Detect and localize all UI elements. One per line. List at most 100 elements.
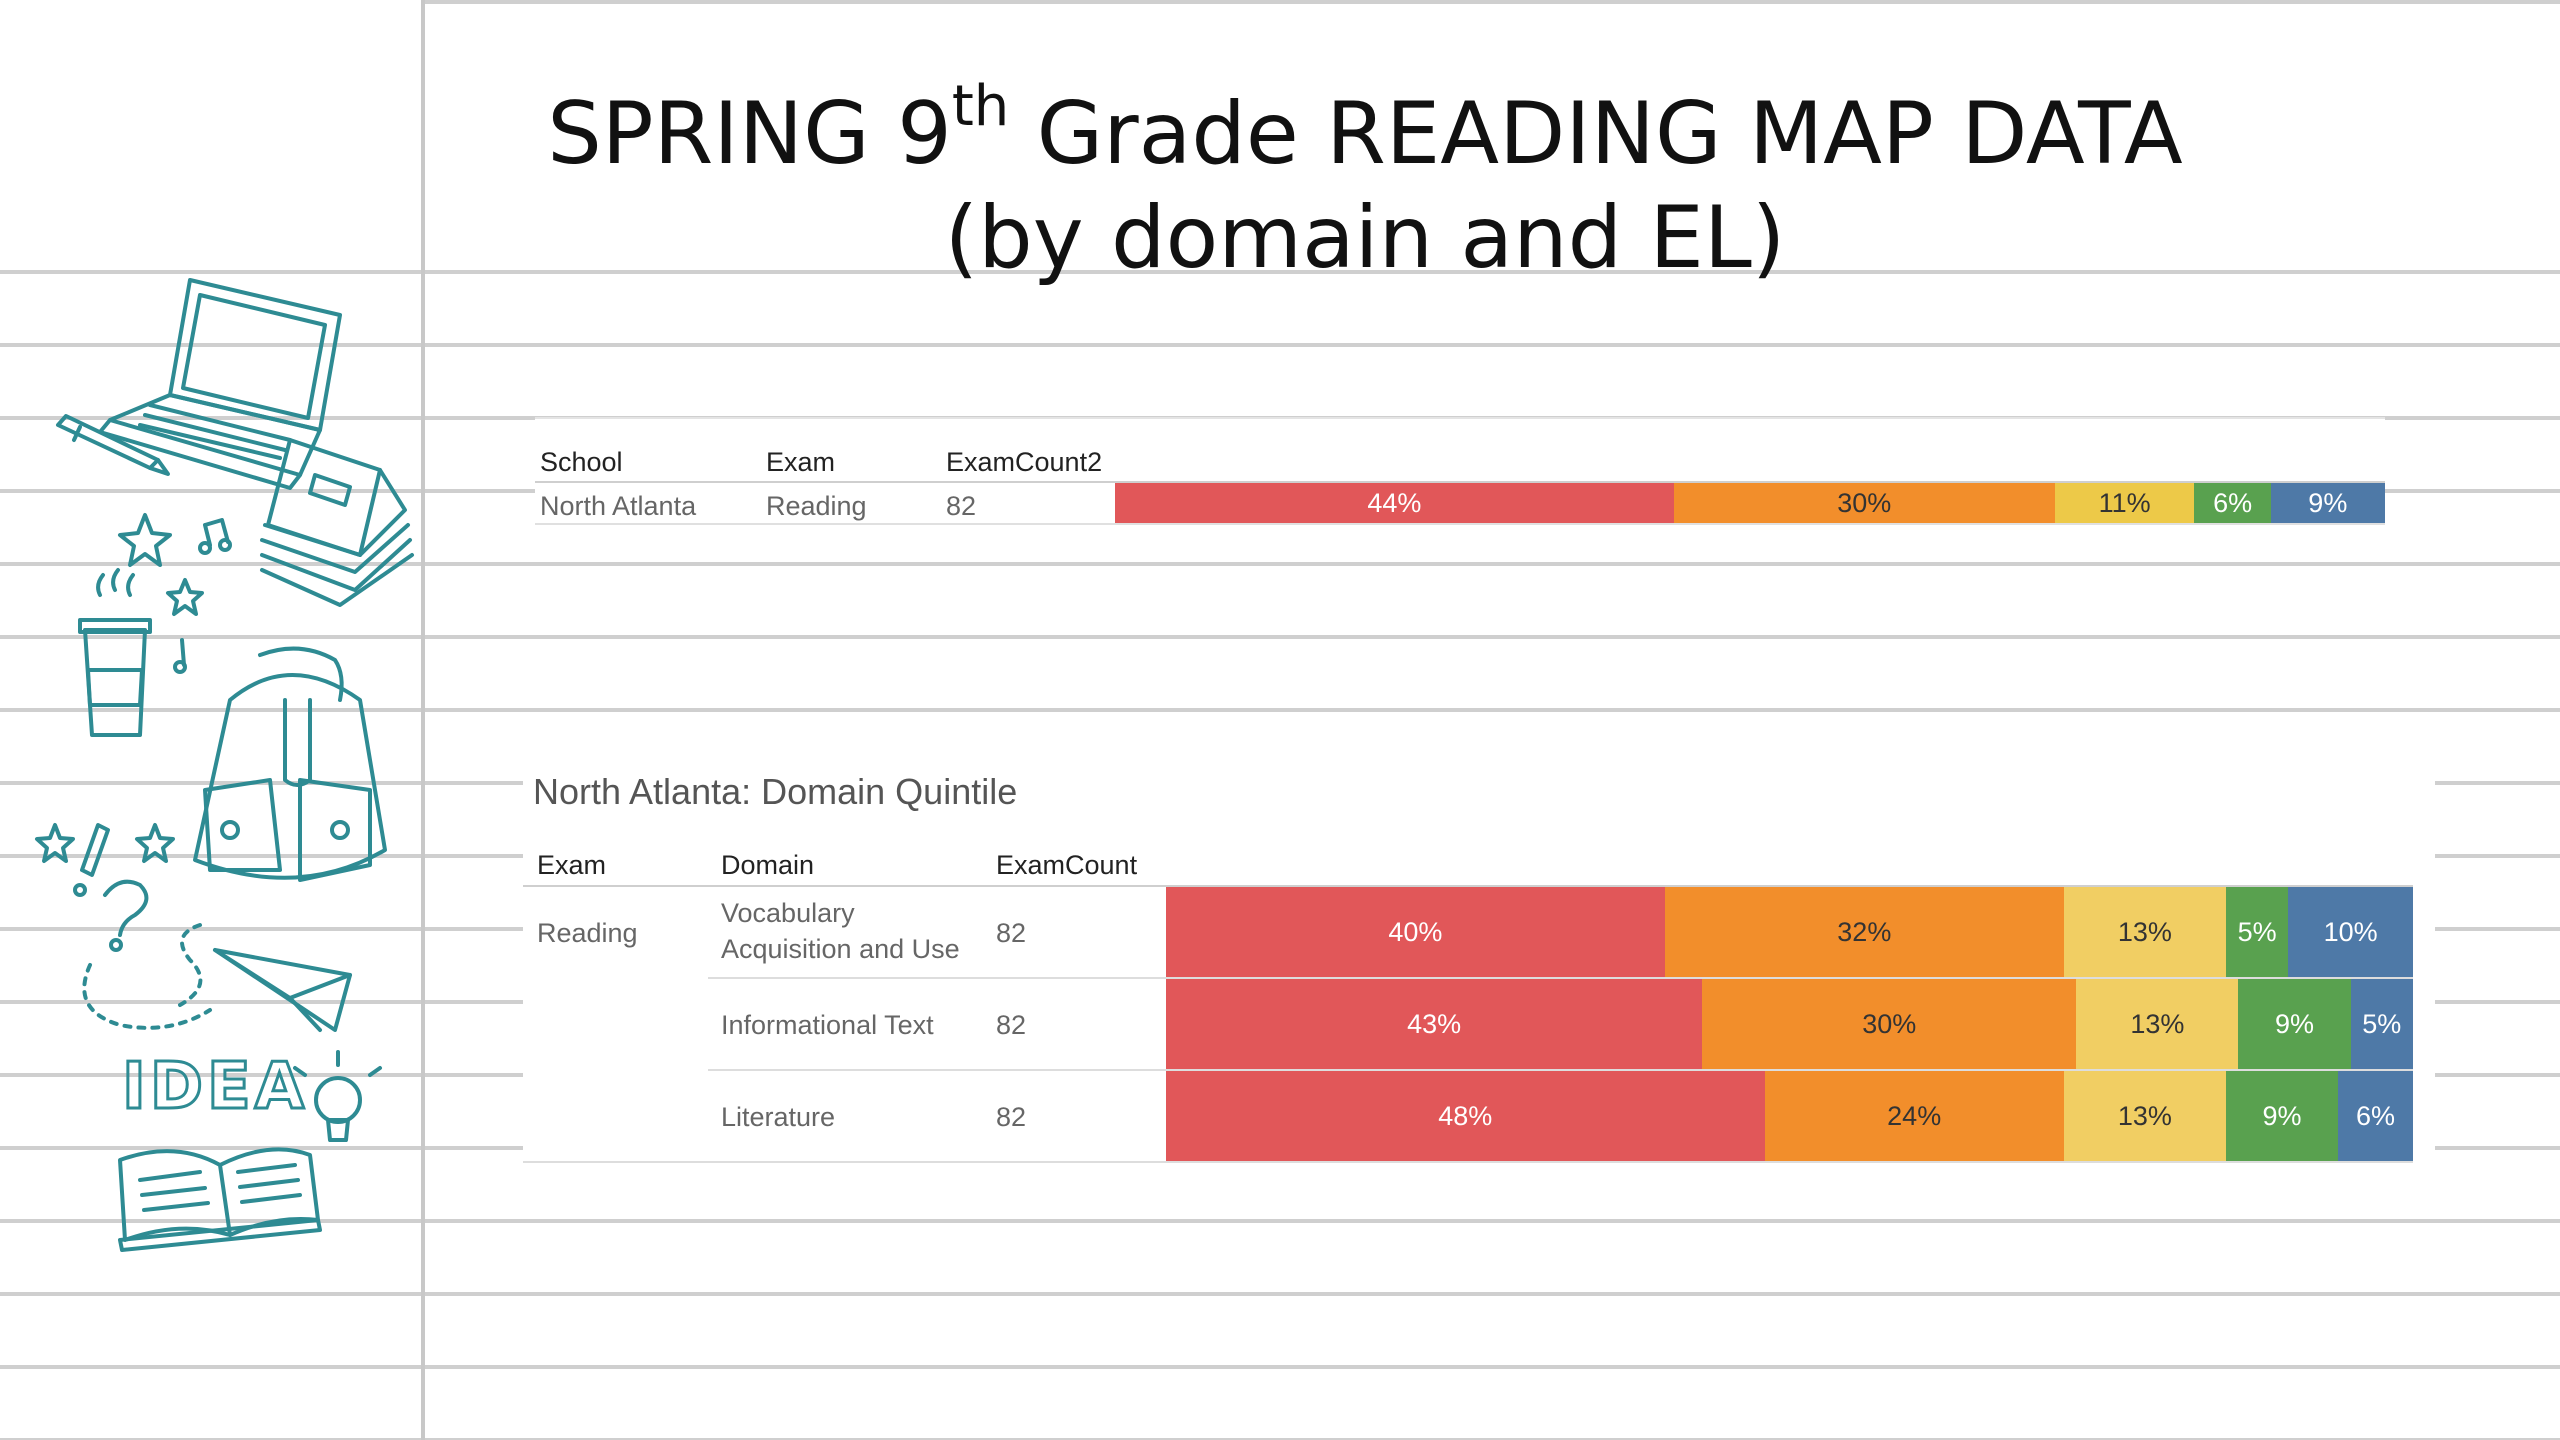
header-exam-count: ExamCount2 — [946, 447, 1103, 477]
bar-segment-label: 6% — [2213, 487, 2253, 518]
bar-segment-quintile-4: 5% — [2225, 887, 2289, 977]
bar-segment-quintile-1: 48% — [1166, 1071, 1765, 1161]
header-school: School — [540, 447, 623, 477]
bar-segment-label: 24% — [1887, 1100, 1942, 1131]
question-mark-icon — [103, 879, 149, 952]
ruled-line — [0, 270, 2560, 274]
bar-segment-quintile-5: 10% — [2288, 887, 2413, 977]
bar-segment-quintile-4: 9% — [2238, 979, 2351, 1069]
bar-segment-quintile-3: 13% — [2076, 979, 2239, 1069]
domain-label-line-2: Acquisition and Use — [721, 934, 960, 964]
stacked-bar: 43% 30% 13% 9% 5% — [1166, 979, 2413, 1069]
laptop-icon — [98, 278, 342, 490]
ruled-line — [0, 635, 2560, 639]
bar-segment-label: 9% — [2308, 487, 2348, 518]
ruled-line — [0, 1438, 2560, 1440]
bar-segment-quintile-2: 32% — [1664, 887, 2064, 977]
row-rule — [535, 523, 2385, 525]
domain-quintile-chart: North Atlanta: Domain Quintile Exam Doma… — [523, 765, 2435, 1173]
stacked-bar: 40% 32% 13% 5% 10% — [1166, 887, 2413, 977]
title-prefix: SPRING 9 — [547, 84, 952, 184]
bar-segment-quintile-5: 5% — [2350, 979, 2413, 1069]
bar-segment-label: 13% — [2117, 916, 2172, 947]
bar-segment-quintile-2: 30% — [1702, 979, 2077, 1069]
bar-segment-label: 30% — [1837, 487, 1892, 518]
row-rule — [708, 1069, 2413, 1071]
star-icon — [35, 513, 204, 863]
bar-segment-quintile-3: 13% — [2063, 887, 2226, 977]
bar-segment-label: 30% — [1862, 1008, 1917, 1039]
domain-label: Literature — [721, 1102, 836, 1132]
bar-segment-quintile-3: 11% — [2054, 483, 2195, 523]
row-count: 82 — [996, 1102, 1027, 1132]
bar-segment-label: 9% — [2275, 1008, 2315, 1039]
bar-segment-label: 9% — [2262, 1100, 2302, 1131]
row-exam: Reading — [766, 491, 867, 521]
margin-line — [421, 0, 425, 1440]
books-icon — [260, 438, 414, 607]
backpack-icon — [193, 646, 387, 882]
bar-segment-label: 13% — [2130, 1008, 2185, 1039]
domain-label: Informational Text — [721, 1010, 934, 1040]
bar-segment-quintile-2: 30% — [1673, 483, 2055, 523]
header-exam: Exam — [537, 850, 607, 880]
school-summary-chart: School Exam ExamCount2 North Atlanta Rea… — [535, 417, 2385, 542]
music-note-icon — [173, 518, 232, 674]
ruled-line — [0, 343, 2560, 347]
top-rule — [535, 417, 2385, 419]
row-count: 82 — [946, 491, 977, 521]
paper-plane-icon — [82, 923, 352, 1032]
ruled-line — [0, 708, 2560, 712]
bar-segment-label: 5% — [2362, 1008, 2402, 1039]
header-rule — [535, 481, 2385, 483]
page-title: SPRING 9th Grade READING MAP DATA (by do… — [470, 79, 2260, 290]
title-suffix: Grade READING MAP DATA (by domain and EL… — [944, 84, 2211, 288]
bar-segment-label: 13% — [2117, 1100, 2172, 1131]
bar-segment-quintile-3: 13% — [2063, 1071, 2226, 1161]
bar-segment-quintile-1: 40% — [1166, 887, 1665, 977]
ruled-line — [0, 1292, 2560, 1296]
bar-segment-quintile-1: 43% — [1166, 979, 1703, 1069]
domain-label-line-1: Vocabulary — [721, 898, 855, 928]
bar-segment-label: 10% — [2323, 916, 2378, 947]
row-count: 82 — [996, 918, 1027, 948]
idea-text: IDEA — [122, 1050, 308, 1124]
bar-segment-label: 43% — [1407, 1008, 1462, 1039]
ruled-line — [421, 0, 2560, 4]
exam-label: Reading — [537, 918, 638, 948]
stacked-bar: 48% 24% 13% 9% 6% — [1166, 1071, 2413, 1161]
open-book-icon — [118, 1147, 322, 1252]
header-domain: Domain — [721, 850, 815, 880]
ruled-line — [0, 1365, 2560, 1369]
ruled-line — [0, 1219, 2560, 1223]
bar-segment-quintile-1: 44% — [1115, 483, 1674, 523]
bar-segment-label: 48% — [1438, 1100, 1493, 1131]
ruled-line — [0, 562, 2560, 566]
row-rule — [708, 977, 2413, 979]
header-rule — [523, 885, 2413, 887]
exclamation-mark-icon — [73, 823, 110, 897]
row-school: North Atlanta — [540, 491, 697, 521]
title-superscript: th — [951, 74, 1010, 140]
bar-segment-quintile-4: 9% — [2225, 1071, 2339, 1161]
bottom-rule — [523, 1161, 2413, 1163]
stacked-bar: 44% 30% 11% 6% 9% — [1115, 483, 2385, 523]
bar-segment-quintile-4: 6% — [2194, 483, 2271, 523]
pen-icon — [56, 414, 170, 476]
bar-segment-label: 32% — [1837, 916, 1892, 947]
bar-segment-label: 11% — [2098, 487, 2151, 518]
row-count: 82 — [996, 1010, 1027, 1040]
header-exam-count: ExamCount — [996, 850, 1138, 880]
doodle-illustrations: IDEA — [35, 278, 414, 1252]
bar-segment-quintile-5: 9% — [2270, 483, 2385, 523]
bar-segment-label: 5% — [2237, 916, 2277, 947]
bar-segment-quintile-2: 24% — [1764, 1071, 2064, 1161]
bar-segment-label: 44% — [1367, 487, 1422, 518]
bar-segment-label: 40% — [1388, 916, 1443, 947]
header-exam: Exam — [766, 447, 836, 477]
bar-segment-label: 6% — [2356, 1100, 2396, 1131]
chart-title: North Atlanta: Domain Quintile — [533, 771, 1018, 812]
bar-segment-quintile-5: 6% — [2338, 1071, 2413, 1161]
coffee-cup-icon — [78, 568, 152, 737]
